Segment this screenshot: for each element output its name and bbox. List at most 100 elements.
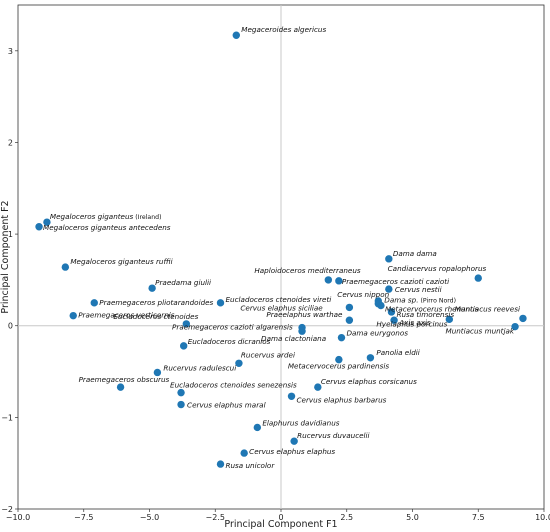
data-point <box>35 223 43 231</box>
point-label: Praedama giulii <box>155 278 211 287</box>
point-label: Praemegaceros verticornis <box>78 311 175 320</box>
point-label: Cervus elaphus siciliae <box>240 303 323 312</box>
axis-ticks: −10.0 −7.5 −5.0 −2.5 0 2.5 5.0 7.5 10.0 −2 −1 0 1 2 3 <box>1 47 550 522</box>
point-label: Eucladoceros ctenoides senezensis <box>170 381 297 390</box>
y-tick-label: 1 <box>8 230 13 239</box>
point-label: Metacervocerus pardinensis <box>288 362 389 371</box>
data-point <box>335 355 343 364</box>
x-tick-label: 5.0 <box>406 513 419 522</box>
data-point <box>235 359 243 367</box>
point-label: Elaphurus davidianus <box>262 418 339 427</box>
point-label: Megaloceros giganteus antecedens <box>43 223 171 232</box>
data-point <box>445 315 454 324</box>
data-point <box>116 383 125 391</box>
point-label: Rucervus radulescui <box>163 363 236 372</box>
point-label: Muntiacus reevesi <box>455 304 520 313</box>
data-point <box>385 285 393 293</box>
data-point <box>314 383 322 391</box>
data-point <box>253 423 262 432</box>
point-label: Eucladoceros ctenoides vireti <box>226 295 332 304</box>
point-label: Cervus elaphus elaphus <box>249 447 335 456</box>
data-point <box>366 354 375 362</box>
x-tick-label: 10.0 <box>535 513 550 522</box>
y-tick-label: −1 <box>1 413 13 422</box>
y-tick-label: 2 <box>8 138 13 147</box>
data-point <box>385 255 393 263</box>
point-label: Panolia eldii <box>376 348 419 357</box>
point-label: Cervus elaphus maral <box>187 401 266 410</box>
point-label: Axis axis <box>398 318 431 327</box>
point-label: Cervus elaphus barbarus <box>297 395 387 404</box>
point-label: Rucervus ardei <box>241 350 295 359</box>
x-tick-label: 0 <box>278 513 283 522</box>
point-label: Rucervus duvaucelii <box>297 431 369 440</box>
data-point <box>390 316 398 324</box>
data-point <box>377 301 385 310</box>
point-label: Hyelaphus porcinus <box>376 319 447 328</box>
y-tick-label: 0 <box>8 322 13 331</box>
point-label: Rusa unicolor <box>226 461 276 470</box>
x-tick-label: −5.0 <box>140 513 159 522</box>
point-label: Praemegaceros obscurus <box>79 375 170 384</box>
point-label: Dama clactoniana <box>261 334 326 343</box>
y-tick-label: 3 <box>8 47 13 56</box>
data-point <box>90 299 98 307</box>
point-label-note: (Pirro Nord) <box>419 298 456 305</box>
data-point <box>335 277 343 285</box>
data-point <box>43 218 51 226</box>
data-point <box>177 400 185 409</box>
data-point <box>298 323 306 332</box>
point-label: Eucladoceros dicranios <box>188 337 271 346</box>
data-point <box>345 303 354 312</box>
point-label-note: (Ireland) <box>133 214 161 221</box>
data-point <box>240 449 248 457</box>
point-label: Candiacervus ropalophorus <box>388 264 487 273</box>
data-point <box>387 308 396 316</box>
point-label: Praeelaphus warthae <box>266 310 343 319</box>
data-point <box>69 311 77 320</box>
x-axis-title: Principal Component F1 <box>224 519 337 530</box>
point-label: Eucladoceros ctenoides <box>113 312 198 321</box>
data-point <box>232 31 240 39</box>
data-point <box>474 274 482 282</box>
data-point <box>337 333 346 342</box>
data-point <box>324 276 333 284</box>
data-point <box>179 342 188 350</box>
point-label: Cervus elaphus corsicanus <box>321 377 417 386</box>
data-point <box>290 437 298 445</box>
data-point <box>177 388 185 397</box>
point-label: Cervus nestii <box>395 285 442 294</box>
point-label: Praemegaceros pliotarandoides <box>99 298 213 307</box>
point-label: Dama dama <box>393 249 437 258</box>
point-label: Praemegaceros cazioti algarensis <box>172 323 293 332</box>
point-label: Megaloceros giganteus (Ireland) <box>50 212 162 221</box>
x-tick-label: −2.5 <box>206 513 225 522</box>
y-axis-title: Principal Component F2 <box>0 200 11 313</box>
point-label: Megaceroides algericus <box>241 25 326 34</box>
x-tick-label: 7.5 <box>472 513 485 522</box>
data-point <box>511 322 519 331</box>
data-point <box>148 284 156 292</box>
x-tick-label: −10.0 <box>6 513 31 522</box>
point-label: Muntiacus muntjak <box>446 327 515 336</box>
data-point <box>182 320 191 328</box>
point-label: Dama sp. (Pirro Nord) <box>384 296 456 305</box>
data-point <box>287 392 296 400</box>
data-point <box>519 314 527 323</box>
point-label: Haploidoceros mediterraneus <box>254 266 361 275</box>
point-label: Dama eurygonos <box>346 329 408 338</box>
data-point <box>216 299 225 307</box>
point-label: Rusa timorensis <box>396 310 454 319</box>
x-tick-label: −7.5 <box>74 513 93 522</box>
point-labels: Megaceroides algericus Megaloceros gigant… <box>43 25 520 470</box>
data-point <box>153 368 162 377</box>
data-point <box>61 263 70 271</box>
zero-lines <box>18 5 544 509</box>
point-label: Metacervocerus rhenanus <box>385 305 479 314</box>
data-point <box>216 460 225 468</box>
data-points <box>35 31 527 468</box>
point-label: Praemegaceros cazioti cazioti <box>342 277 449 286</box>
point-label: Megaloceros giganteus ruffii <box>70 257 172 266</box>
x-tick-label: 2.5 <box>340 513 353 522</box>
